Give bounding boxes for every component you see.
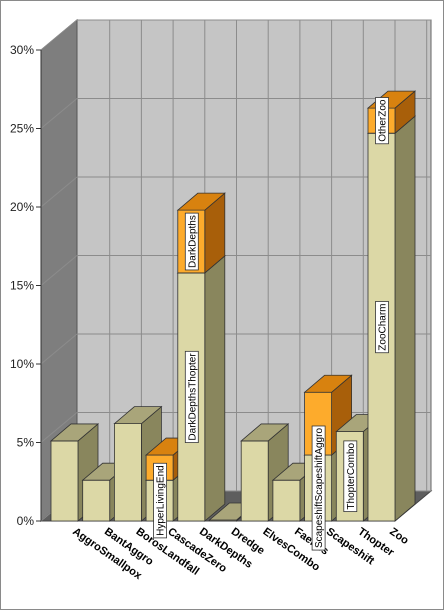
gridline-left bbox=[40, 255, 78, 286]
gridline-left bbox=[40, 98, 78, 129]
y-tick-label: 15% bbox=[10, 279, 34, 293]
bar-DarkDepths-segment-1 bbox=[176, 192, 226, 274]
segment-data-label-text: DarkDepthsThopter bbox=[187, 353, 198, 441]
segment-data-label-text: DarkDepths bbox=[187, 215, 198, 268]
bar-top bbox=[240, 423, 290, 442]
bar-top bbox=[49, 423, 100, 442]
segment-data-label: ThopterCombo bbox=[343, 440, 358, 513]
segment-data-label-box bbox=[343, 440, 358, 513]
bar-top bbox=[176, 192, 226, 211]
segment-data-label-text: ScapeshiftScapeshiftAggro bbox=[314, 428, 325, 549]
bar-top bbox=[303, 374, 353, 393]
bar-front bbox=[82, 479, 111, 522]
y-tick-label: 5% bbox=[17, 436, 35, 450]
bar-Zoo-segment-0 bbox=[366, 115, 417, 522]
y-tick-label: 20% bbox=[10, 200, 34, 214]
y-tick-label: 0% bbox=[17, 514, 35, 528]
segment-data-label-text: ZooCharm bbox=[378, 303, 389, 350]
bar-front bbox=[240, 440, 269, 522]
y-tick-label: 30% bbox=[10, 43, 34, 57]
segment-data-label-box bbox=[375, 301, 389, 354]
gridline-left bbox=[40, 412, 78, 443]
bar-front bbox=[50, 440, 79, 522]
segment-data-label-text: HyperLivingEnd bbox=[156, 465, 167, 536]
segment-data-label: DarkDepthsThopter bbox=[184, 350, 199, 444]
y-tick-label: 10% bbox=[10, 357, 34, 371]
segment-data-label: HyperLivingEnd bbox=[153, 462, 168, 539]
segment-data-label-box bbox=[153, 462, 168, 539]
x-tick-label: Zoo bbox=[387, 526, 411, 548]
segment-data-label: OtherZoo bbox=[375, 97, 389, 145]
segment-data-label-box bbox=[311, 425, 326, 551]
segment-data-label-text: OtherZoo bbox=[378, 99, 389, 142]
bar-top bbox=[113, 406, 163, 425]
segment-data-label: ScapeshiftScapeshiftAggro bbox=[311, 425, 326, 551]
bar-DarkDepths-segment-0 bbox=[176, 255, 226, 522]
segment-data-label-box bbox=[184, 212, 199, 271]
segment-data-label: ZooCharm bbox=[375, 301, 389, 354]
segment-data-label: DarkDepths bbox=[184, 212, 199, 271]
gridline-left bbox=[40, 19, 78, 51]
gridline-left bbox=[40, 176, 78, 208]
bar-side bbox=[394, 115, 416, 522]
segment-data-label-box bbox=[184, 350, 199, 444]
segment-data-label-box bbox=[375, 97, 389, 145]
y-tick-label: 25% bbox=[10, 122, 34, 136]
segment-data-label-text: ThopterCombo bbox=[346, 442, 357, 509]
bar-side bbox=[204, 255, 226, 522]
gridline-left bbox=[40, 333, 78, 365]
bar-front bbox=[114, 423, 142, 522]
bar-front bbox=[272, 479, 301, 522]
